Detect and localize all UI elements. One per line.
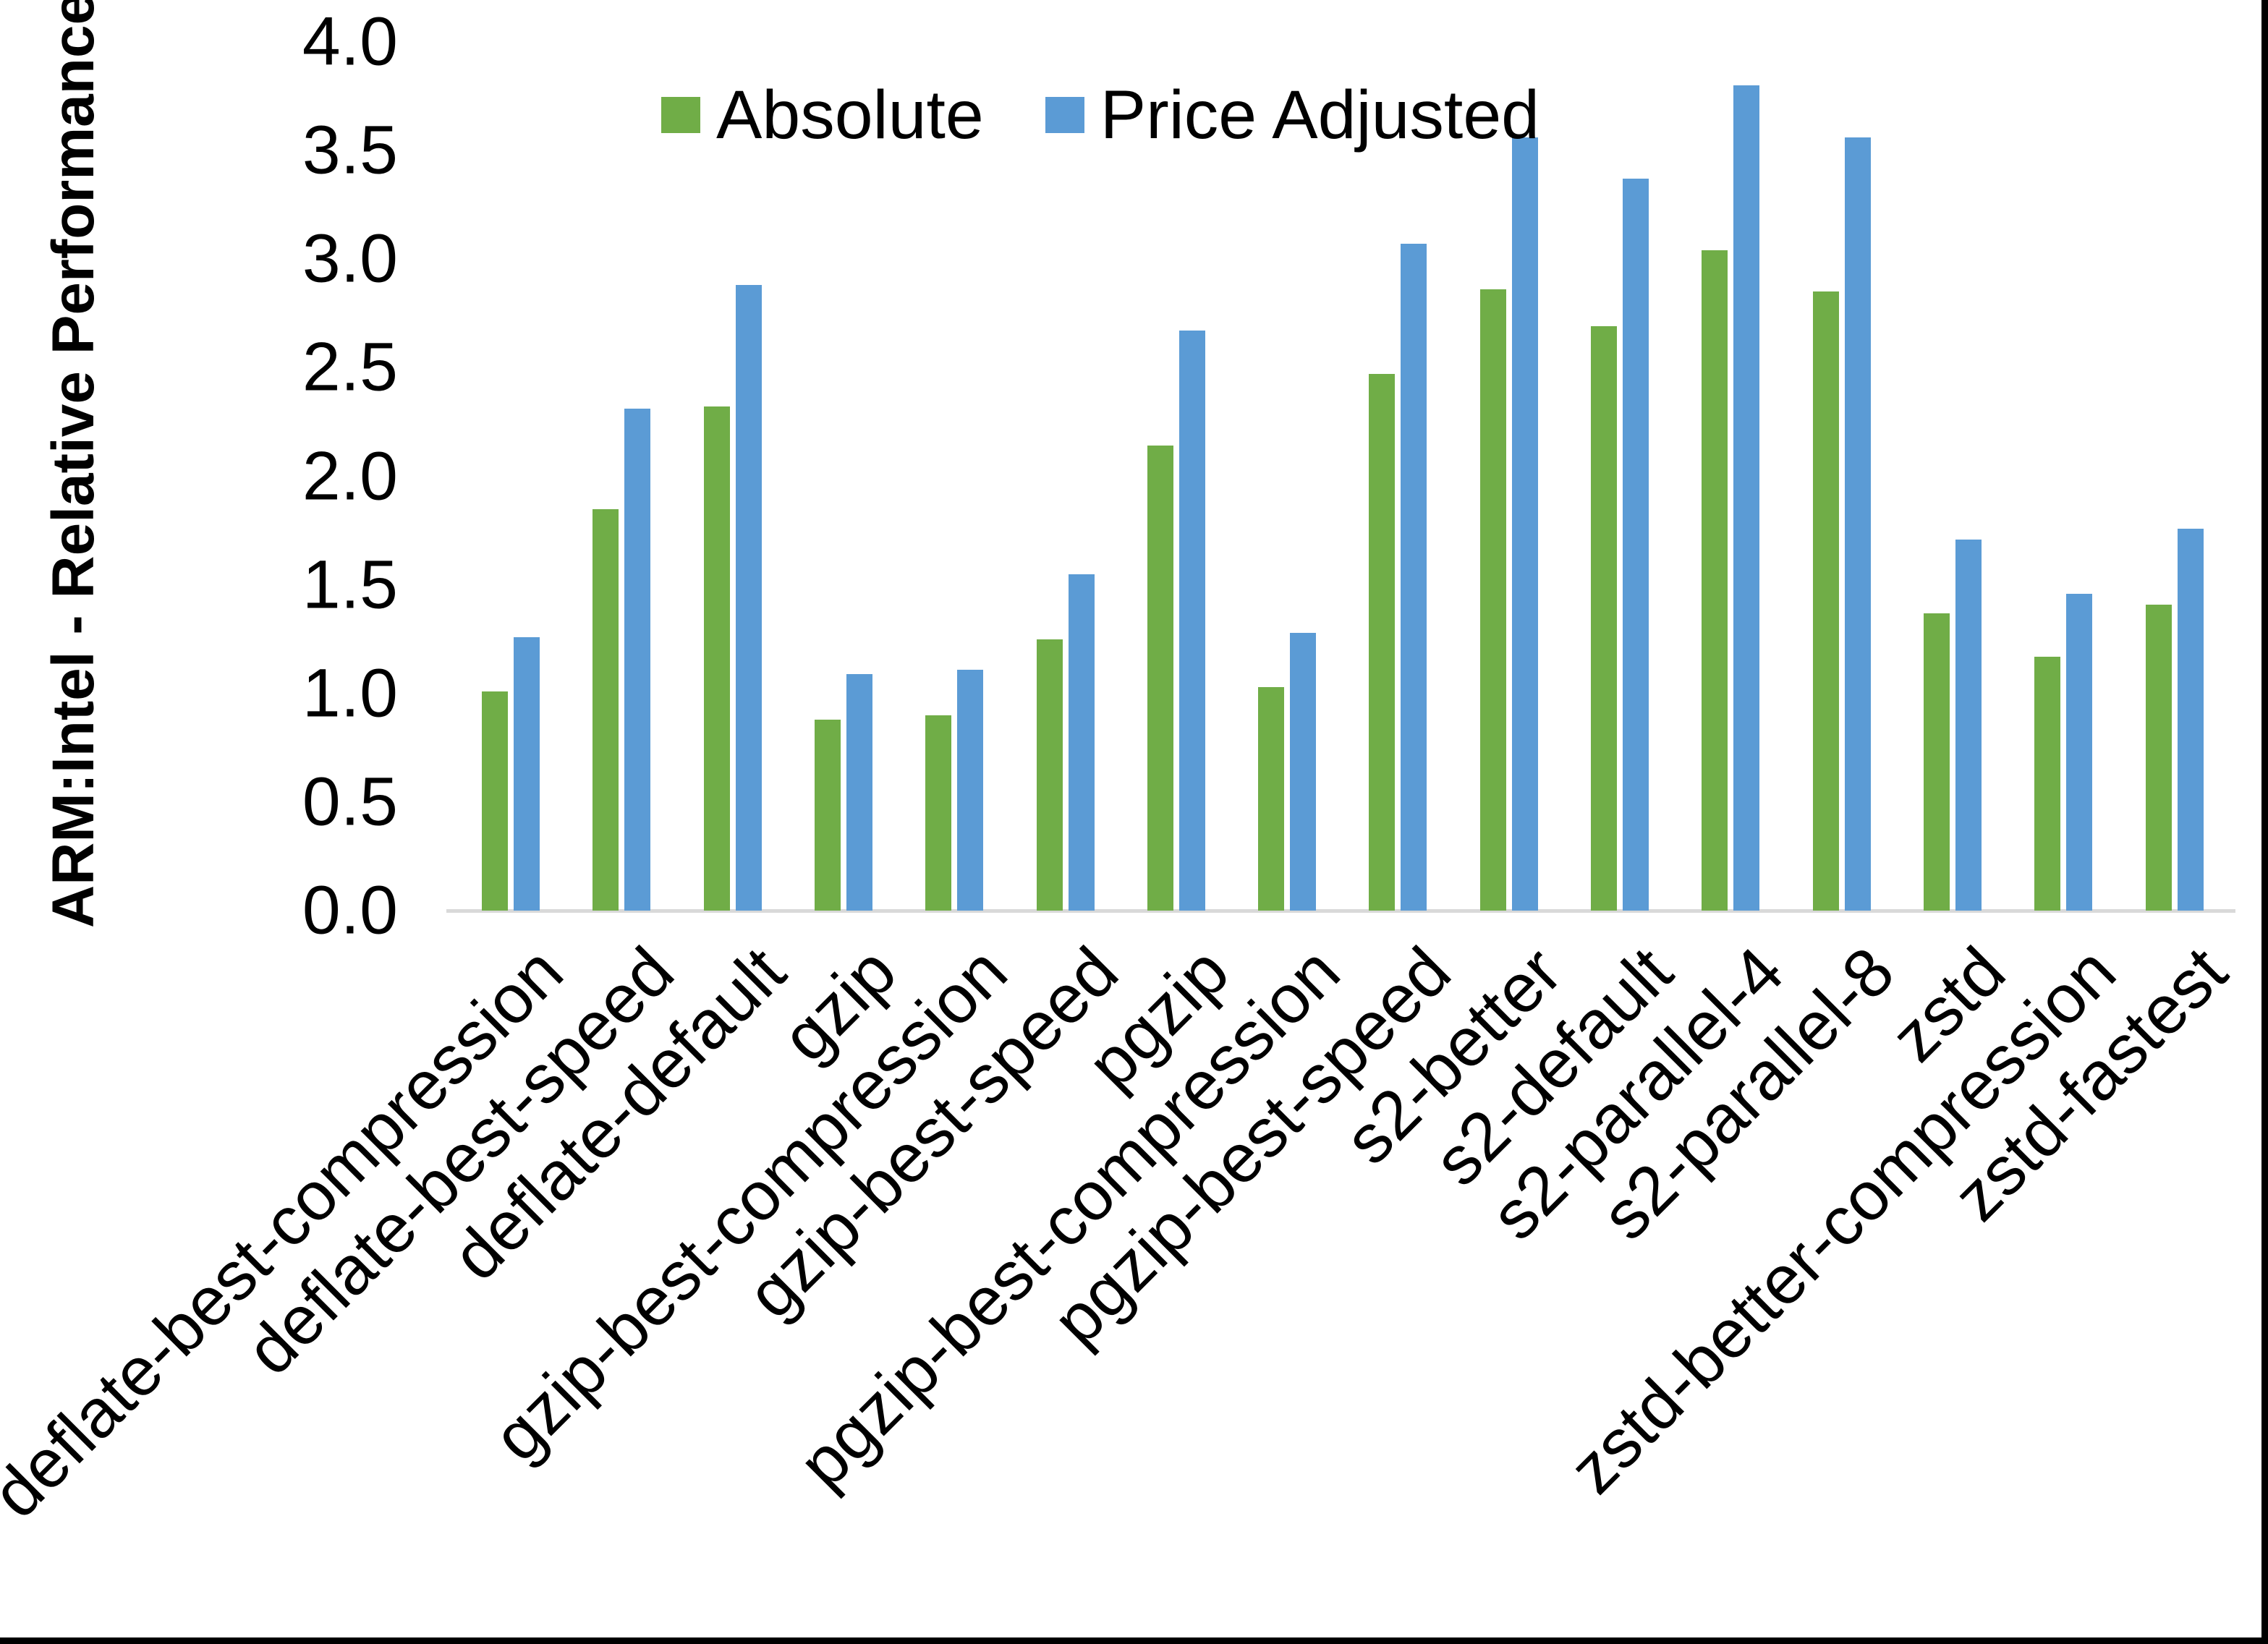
legend-item-absolute: Absolute [661, 76, 984, 153]
y-axis-tick-label: 2.5 [302, 328, 398, 406]
bar-price-adjusted-gzip-best-compression [957, 670, 984, 911]
bar-absolute-pgzip [1147, 446, 1173, 911]
y-axis-title: ARM:Intel - Relative Performance [41, 0, 106, 929]
bar-price-adjusted-deflate-default [735, 285, 762, 911]
bar-absolute-gzip [814, 720, 841, 911]
bar-price-adjusted-s2-parallel-4 [1733, 85, 1760, 911]
bar-absolute-gzip-best-speed [1036, 639, 1063, 911]
bar-price-adjusted-zstd-better-compression [2066, 594, 2093, 911]
bar-absolute-deflate-default [703, 406, 730, 911]
bar-absolute-s2-parallel-8 [1812, 291, 1839, 911]
bar-absolute-deflate-best-compression [482, 691, 508, 911]
bar-absolute-zstd-better-compression [2034, 657, 2061, 911]
bar-price-adjusted-deflate-best-speed [624, 409, 651, 911]
bar-absolute-pgzip-best-compression [1258, 687, 1285, 911]
bar-price-adjusted-zstd-fastest [2177, 529, 2204, 911]
bar-absolute-pgzip-best-speed [1369, 374, 1396, 911]
bar-price-adjusted-gzip-best-speed [1068, 574, 1095, 911]
frame-edge-bottom [0, 1637, 2268, 1644]
bar-price-adjusted-pgzip-best-speed [1401, 244, 1427, 911]
y-axis-tick-label: 1.5 [302, 546, 398, 623]
bar-price-adjusted-gzip [846, 674, 872, 911]
bar-absolute-s2-better [1479, 289, 1506, 911]
bar-price-adjusted-s2-default [1623, 179, 1649, 911]
legend-item-price-adjusted: Price Adjusted [1045, 76, 1539, 153]
bar-price-adjusted-deflate-best-compression [514, 637, 540, 911]
bar-absolute-s2-default [1591, 326, 1617, 911]
y-axis-tick-label: 4.0 [302, 3, 398, 80]
y-axis-tick-label: 2.0 [302, 438, 398, 514]
legend: Absolute Price Adjusted [661, 80, 1539, 149]
legend-label-price-adjusted: Price Adjusted [1100, 76, 1539, 153]
y-axis-tick-label: 3.5 [302, 111, 398, 189]
bar-price-adjusted-zstd [1955, 540, 1982, 911]
bar-price-adjusted-s2-better [1511, 137, 1538, 911]
x-axis-line [446, 909, 2235, 913]
y-axis-tick-label: 3.0 [302, 220, 398, 297]
y-axis-tick-label: 0.5 [302, 763, 398, 840]
y-axis-tick-label: 1.0 [302, 655, 398, 732]
bar-absolute-zstd-fastest [2145, 605, 2172, 911]
bar-price-adjusted-pgzip-best-compression [1290, 633, 1317, 911]
y-axis-tick-label: 0.0 [302, 872, 398, 949]
bar-absolute-zstd [1923, 613, 1950, 911]
bar-price-adjusted-pgzip [1178, 331, 1205, 911]
legend-swatch-absolute [661, 97, 700, 133]
bar-price-adjusted-s2-parallel-8 [1844, 137, 1871, 911]
legend-label-absolute: Absolute [716, 76, 984, 153]
frame-edge-right [2261, 0, 2268, 1644]
legend-swatch-price-adjusted [1045, 97, 1084, 133]
bar-absolute-gzip-best-compression [925, 715, 952, 911]
bar-absolute-deflate-best-speed [593, 509, 619, 911]
bar-absolute-s2-parallel-4 [1702, 250, 1728, 911]
